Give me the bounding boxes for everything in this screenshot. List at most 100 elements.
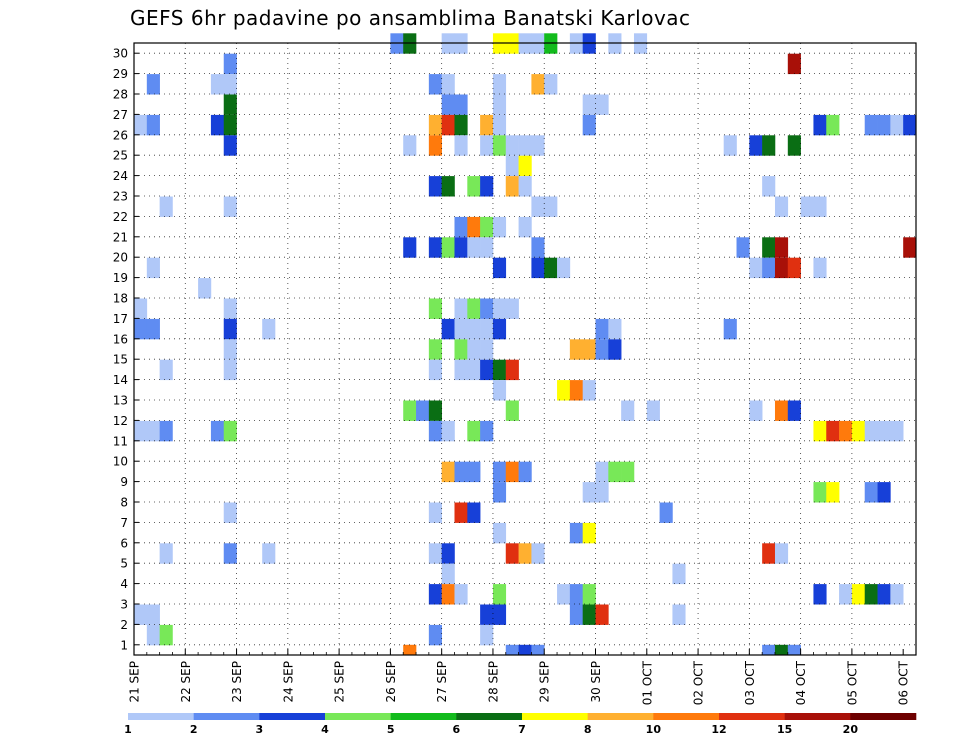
heatmap-cell	[557, 584, 571, 605]
y-tick-label: 22	[113, 210, 128, 224]
heatmap-cell	[146, 257, 160, 279]
heatmap-cell	[403, 237, 417, 258]
heatmap-cell	[492, 74, 507, 95]
x-tick-label: 30 SEP	[589, 661, 603, 703]
heatmap-cell	[826, 114, 840, 136]
heatmap-cell	[864, 584, 878, 605]
heatmap-cell	[505, 298, 519, 319]
heatmap-cell	[762, 237, 776, 258]
heatmap-cell	[903, 237, 917, 258]
y-tick-label: 17	[113, 312, 128, 326]
colorbar-label: 7	[518, 723, 526, 736]
colorbar-label: 15	[777, 723, 792, 736]
heatmap-cell	[223, 114, 237, 136]
heatmap-cell	[223, 135, 237, 156]
colorbar-label: 6	[453, 723, 461, 736]
heatmap-cell	[428, 420, 442, 442]
heatmap-cell	[428, 176, 442, 197]
heatmap-cell	[621, 400, 635, 421]
colorbar-label: 2	[190, 723, 198, 736]
heatmap-cell	[480, 216, 494, 238]
heatmap-cell	[544, 257, 558, 279]
heatmap-cell	[454, 359, 468, 381]
colorbar-label: 8	[584, 723, 592, 736]
heatmap-cell	[492, 318, 507, 340]
x-axis-labels: 21 SEP 22 SEP 23 SEP 24 SEP 25 SEP 26 SEP 27 S…	[128, 660, 911, 705]
heatmap-cell	[826, 482, 840, 503]
x-tick-label: 23 SEP	[230, 661, 244, 703]
heatmap-cell	[749, 135, 763, 156]
colorbar-label: 12	[711, 723, 726, 736]
heatmap-cell	[134, 318, 148, 340]
y-tick-label: 19	[113, 271, 128, 285]
heatmap-cell	[223, 359, 237, 381]
heatmap-cell	[159, 624, 173, 646]
y-tick-label: 18	[113, 292, 128, 306]
heatmap-cell	[723, 318, 737, 340]
heatmap-cell	[223, 53, 237, 75]
heatmap-cell	[505, 543, 519, 564]
heatmap-cell	[480, 318, 494, 340]
heatmap-cell	[134, 298, 148, 319]
heatmap-cell	[595, 482, 609, 503]
x-tick-label: 28 SEP	[486, 661, 500, 703]
colorbar-swatch	[522, 713, 588, 720]
y-tick-label: 3	[120, 598, 128, 612]
heatmap-cell	[198, 278, 212, 299]
heatmap-cell	[441, 237, 455, 258]
y-tick-label: 7	[120, 516, 128, 530]
x-tick-label: 06 OCT	[897, 660, 911, 705]
heatmap-cell	[454, 339, 468, 360]
heatmap-cell	[518, 216, 532, 238]
heatmap-cell	[531, 543, 545, 564]
heatmap-cell	[428, 502, 442, 523]
heatmap-cell	[441, 114, 455, 136]
heatmap-cell	[492, 461, 507, 483]
heatmap-cell	[774, 196, 789, 217]
colorbar-swatch	[128, 713, 194, 720]
heatmap-cell	[480, 359, 494, 381]
heatmap-cell	[428, 114, 442, 136]
colorbar-label: 10	[646, 723, 662, 736]
y-tick-label: 9	[120, 475, 128, 489]
heatmap-cell	[864, 420, 878, 442]
heatmap-cell	[262, 543, 276, 564]
heatmap-cell	[813, 257, 827, 279]
heatmap-cell	[864, 482, 878, 503]
heatmap-cell	[646, 400, 660, 421]
heatmap-cell	[454, 135, 468, 156]
heatmap-cell	[134, 420, 148, 442]
heatmap-cell	[159, 543, 173, 564]
heatmap-cell	[223, 318, 237, 340]
heatmap-cell	[518, 644, 532, 655]
x-tick-label: 21 SEP	[128, 661, 142, 703]
heatmap-cell	[441, 94, 455, 115]
heatmap-cell	[210, 74, 225, 95]
y-tick-label: 15	[113, 353, 128, 367]
heatmap-cell	[762, 543, 776, 564]
heatmap-cell	[403, 644, 417, 655]
y-tick-label: 14	[113, 373, 128, 387]
grid-lines	[133, 43, 916, 655]
heatmap-cell	[557, 380, 571, 401]
heatmap-cell	[480, 176, 494, 197]
y-tick-label: 10	[113, 455, 128, 469]
heatmap-cell	[595, 318, 609, 340]
heatmap-cell	[467, 298, 481, 319]
heatmap-cell	[774, 644, 789, 655]
heatmap-cell	[762, 644, 776, 655]
y-tick-label: 2	[120, 618, 128, 632]
heatmap-cell	[159, 420, 173, 442]
heatmap-cell	[890, 584, 904, 605]
heatmap-cell	[428, 400, 442, 421]
heatmap-cell	[480, 624, 494, 646]
heatmap-cell	[416, 400, 430, 421]
heatmap-cell	[492, 584, 507, 605]
plot-frame	[133, 42, 917, 656]
heatmap-cell	[890, 114, 904, 136]
y-tick-label: 21	[113, 230, 128, 244]
heatmap-cell	[454, 94, 468, 115]
heatmap-cell	[749, 400, 763, 421]
heatmap-cell	[210, 420, 225, 442]
heatmap-cell	[492, 604, 507, 625]
